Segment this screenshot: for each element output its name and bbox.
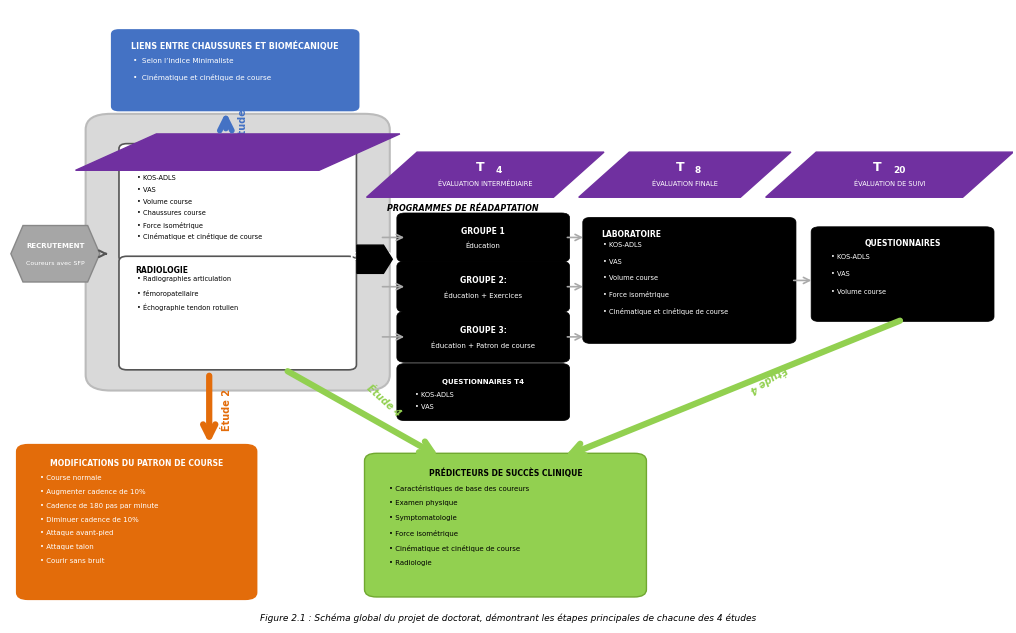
Text: T: T: [873, 161, 882, 173]
Text: LABORATOIRE: LABORATOIRE: [600, 230, 661, 239]
Text: • Volume course: • Volume course: [137, 199, 192, 204]
Text: ÉVALUATION INITIALE: ÉVALUATION INITIALE: [195, 159, 279, 168]
Text: • KOS-ADLS: • KOS-ADLS: [831, 254, 870, 260]
Polygon shape: [75, 134, 400, 170]
Text: ÉVALUATION DE SUIVI: ÉVALUATION DE SUIVI: [853, 181, 926, 187]
FancyBboxPatch shape: [583, 217, 796, 344]
Text: • Course normale: • Course normale: [41, 475, 102, 481]
Text: • VAS: • VAS: [831, 272, 850, 277]
Text: RADIOLOGIE: RADIOLOGIE: [135, 266, 188, 275]
Polygon shape: [367, 152, 604, 197]
Text: • Attaque avant-pied: • Attaque avant-pied: [41, 530, 114, 536]
Text: Éducation: Éducation: [465, 242, 501, 249]
Polygon shape: [579, 152, 790, 197]
Text: •  Cinématique et cinétique de course: • Cinématique et cinétique de course: [133, 74, 271, 81]
Text: 20: 20: [893, 166, 905, 175]
Text: Étude 4: Étude 4: [365, 384, 402, 419]
Text: Figure 2.1 : Schéma global du projet de doctorat, démontrant les étapes principa: Figure 2.1 : Schéma global du projet de …: [260, 613, 756, 623]
Text: Éducation + Patron de course: Éducation + Patron de course: [431, 342, 535, 349]
FancyBboxPatch shape: [16, 444, 257, 600]
Text: • KOS-ADLS: • KOS-ADLS: [137, 175, 176, 181]
Text: • Volume course: • Volume course: [831, 289, 887, 295]
Text: • Radiographies articulation: • Radiographies articulation: [137, 277, 232, 282]
FancyBboxPatch shape: [111, 29, 360, 111]
Text: PRÉDICTEURS DE SUCCÈS CLINIQUE: PRÉDICTEURS DE SUCCÈS CLINIQUE: [429, 468, 582, 478]
Text: LABORATOIRE: LABORATOIRE: [135, 154, 195, 163]
Text: PROGRAMMES DE RÉADAPTATION: PROGRAMMES DE RÉADAPTATION: [387, 204, 538, 213]
Text: • Force isométrique: • Force isométrique: [137, 222, 203, 229]
Text: • Augmenter cadence de 10%: • Augmenter cadence de 10%: [41, 489, 145, 495]
Text: Étude 1: Étude 1: [238, 99, 248, 141]
Text: T: T: [676, 161, 684, 173]
Text: • Chaussures course: • Chaussures course: [137, 210, 206, 216]
Text: • KOS-ADLS: • KOS-ADLS: [416, 392, 454, 398]
Text: • Attaque talon: • Attaque talon: [41, 544, 93, 550]
Text: 8: 8: [695, 166, 701, 175]
FancyBboxPatch shape: [811, 227, 994, 322]
Text: QUESTIONNAIRES T4: QUESTIONNAIRES T4: [442, 379, 524, 385]
Text: GROUPE 3:: GROUPE 3:: [460, 326, 507, 335]
Text: • VAS: • VAS: [416, 404, 434, 410]
Text: • VAS: • VAS: [602, 259, 622, 265]
Text: T: T: [218, 141, 228, 154]
Text: • Force isométrique: • Force isométrique: [389, 530, 458, 537]
Text: LIENS ENTRE CHAUSSURES ET BIOMÉCANIQUE: LIENS ENTRE CHAUSSURES ET BIOMÉCANIQUE: [131, 42, 339, 51]
Text: 0: 0: [233, 146, 240, 156]
Text: GROUPE 2:: GROUPE 2:: [460, 276, 507, 285]
Text: • Cinématique et cinétique de course: • Cinématique et cinétique de course: [137, 234, 262, 241]
Text: MODIFICATIONS DU PATRON DE COURSE: MODIFICATIONS DU PATRON DE COURSE: [50, 459, 224, 468]
Text: • Courir sans bruit: • Courir sans bruit: [41, 558, 105, 564]
Text: • Échographie tendon rotulien: • Échographie tendon rotulien: [137, 304, 239, 311]
Text: • Caractéristiques de base des coureurs: • Caractéristiques de base des coureurs: [389, 485, 529, 492]
Text: • Radiologie: • Radiologie: [389, 560, 432, 566]
Text: ÉVALUATION INTERMÉDIAIRE: ÉVALUATION INTERMÉDIAIRE: [438, 181, 532, 187]
Text: RECRUTEMENT: RECRUTEMENT: [26, 243, 84, 249]
FancyBboxPatch shape: [397, 311, 570, 362]
Text: 4: 4: [495, 166, 502, 175]
Text: • Symptomatologie: • Symptomatologie: [389, 515, 456, 521]
FancyBboxPatch shape: [365, 453, 646, 597]
FancyBboxPatch shape: [397, 261, 570, 312]
Text: • Force isométrique: • Force isométrique: [602, 291, 669, 298]
Text: • Diminuer cadence de 10%: • Diminuer cadence de 10%: [41, 517, 139, 523]
Text: • VAS: • VAS: [137, 187, 155, 193]
Text: • Examen physique: • Examen physique: [137, 164, 202, 170]
Text: ÉVALUATION FINALE: ÉVALUATION FINALE: [652, 181, 717, 187]
Text: •  Selon l’Indice Minimaliste: • Selon l’Indice Minimaliste: [133, 58, 234, 64]
Text: • Cinématique et cinétique de course: • Cinématique et cinétique de course: [602, 308, 728, 315]
Text: Éducation + Exercices: Éducation + Exercices: [444, 292, 522, 299]
FancyBboxPatch shape: [119, 256, 357, 370]
Text: Étude 2: Étude 2: [223, 389, 233, 430]
FancyBboxPatch shape: [119, 144, 357, 262]
Text: QUESTIONNAIRES: QUESTIONNAIRES: [865, 239, 941, 248]
Text: GROUPE 1: GROUPE 1: [461, 227, 505, 236]
Text: Étude 3: Étude 3: [351, 253, 392, 262]
FancyBboxPatch shape: [397, 213, 570, 262]
Text: • Examen physique: • Examen physique: [389, 499, 457, 506]
Text: • Cinématique et cinétique de course: • Cinématique et cinétique de course: [389, 545, 520, 552]
Polygon shape: [11, 225, 100, 282]
Text: Coureurs avec SFP: Coureurs avec SFP: [26, 261, 84, 266]
Text: • Volume course: • Volume course: [602, 275, 658, 281]
FancyBboxPatch shape: [85, 114, 390, 391]
Text: Étude 4: Étude 4: [748, 363, 788, 395]
Text: • Cadence de 180 pas par minute: • Cadence de 180 pas par minute: [41, 503, 158, 509]
Text: T: T: [475, 161, 485, 173]
Polygon shape: [357, 245, 392, 273]
Polygon shape: [766, 152, 1013, 197]
FancyBboxPatch shape: [397, 363, 570, 421]
Text: • fémoropatellaire: • fémoropatellaire: [137, 290, 199, 297]
Text: • KOS-ADLS: • KOS-ADLS: [602, 242, 642, 249]
